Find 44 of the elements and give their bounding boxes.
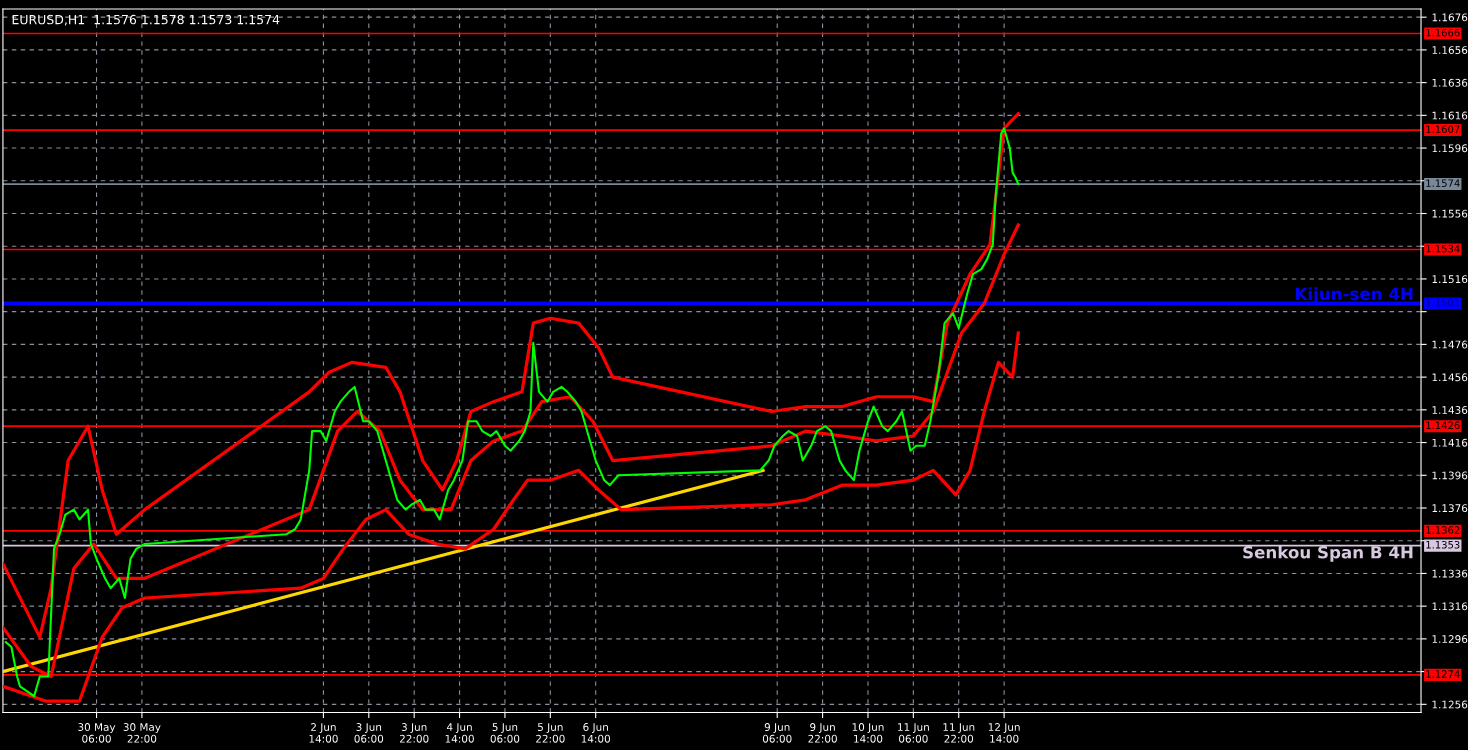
x-tick-label: 2 Jun 14:00 xyxy=(309,723,338,743)
y-tick-label: 1.1396 xyxy=(1432,471,1468,480)
x-tick-label: 3 Jun 22:00 xyxy=(399,723,429,743)
ref-line-label: 1.1501 xyxy=(1426,298,1460,307)
ref-line-label: 1.1274 xyxy=(1426,670,1460,678)
y-tick-label: 1.1316 xyxy=(1432,602,1468,611)
x-tick-label: 10 Jun 14:00 xyxy=(852,723,884,743)
ref-line-label: 1.1362 xyxy=(1426,526,1460,534)
x-tick-label: 9 Jun 22:00 xyxy=(808,723,837,743)
x-tick-label: 5 Jun 06:00 xyxy=(490,723,520,743)
y-tick-label: 1.1436 xyxy=(1432,406,1468,414)
y-tick-label: 1.1256 xyxy=(1432,700,1468,709)
annotation: Senkou Span B 4H xyxy=(1243,545,1413,562)
ref-line-label: 1.1607 xyxy=(1426,125,1460,133)
ref-line-label: 1.1666 xyxy=(1426,28,1460,37)
y-tick-label: 1.1556 xyxy=(1432,209,1468,218)
y-tick-label: 1.1336 xyxy=(1432,569,1468,578)
y-tick-label: 1.1296 xyxy=(1432,635,1468,643)
x-tick-label: 12 Jun 14:00 xyxy=(988,723,1020,743)
x-tick-label: 11 Jun 22:00 xyxy=(943,723,975,743)
ref-line-label: 1.1353 xyxy=(1426,540,1460,549)
y-tick-label: 1.1456 xyxy=(1432,373,1468,382)
y-tick-label: 1.1676 xyxy=(1432,13,1468,22)
ref-line-label: 1.1426 xyxy=(1426,421,1460,430)
x-tick-label: 11 Jun 06:00 xyxy=(898,723,929,743)
x-tick-label: 30 May 22:00 xyxy=(123,723,161,743)
x-tick-label: 9 Jun 06:00 xyxy=(762,723,792,743)
ref-line-label: 1.1574 xyxy=(1426,179,1460,187)
y-tick-label: 1.1476 xyxy=(1432,340,1468,349)
y-tick-label: 1.1376 xyxy=(1432,504,1468,513)
x-tick-label: 5 Jun 22:00 xyxy=(536,723,565,743)
y-tick-label: 1.1616 xyxy=(1432,111,1468,120)
y-tick-label: 1.1656 xyxy=(1432,46,1468,55)
x-tick-label: 4 Jun 14:00 xyxy=(445,723,474,743)
y-tick-label: 1.1636 xyxy=(1432,78,1468,87)
annotation: Kijun-sen 4H xyxy=(1296,287,1413,304)
y-tick-label: 1.1596 xyxy=(1432,144,1468,153)
y-tick-label: 1.1416 xyxy=(1432,438,1468,447)
x-tick-label: 3 Jun 06:00 xyxy=(354,723,384,743)
chart-title: EURUSD,H1 1.1576 1.1578 1.1573 1.1574 xyxy=(12,14,280,26)
x-tick-label: 30 May 06:00 xyxy=(78,723,116,743)
y-tick-label: 1.1516 xyxy=(1432,275,1468,284)
x-tick-label: 6 Jun 14:00 xyxy=(581,723,611,743)
ref-line-label: 1.1534 xyxy=(1426,244,1460,253)
